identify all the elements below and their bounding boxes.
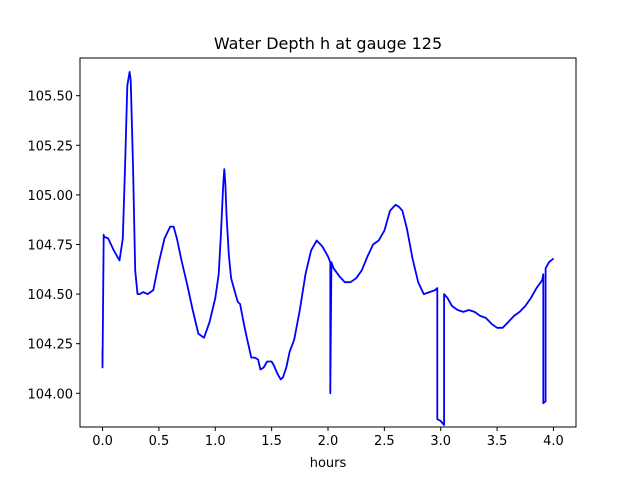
axis-ticks: 0.0 0.5 1.0 1.5 2.0 2.5 3.0 3.5 4.0 104.00 104.25 1… [28,90,564,449]
x-tick-label: 1.5 [261,434,282,449]
series-line [101,71,555,426]
x-tick-label: 4.0 [543,434,564,449]
x-tick-label: 0.5 [149,434,170,449]
x-tick-label: 0.0 [92,434,113,449]
y-tick-label: 105.25 [28,139,74,154]
x-axis-label: hours [310,456,347,471]
y-tick-label: 104.00 [28,387,74,402]
y-tick-label: 105.00 [28,189,74,204]
plot-frame [79,57,577,428]
x-tick-label: 1.0 [205,434,226,449]
x-tick-label: 3.0 [430,434,451,449]
y-tick-label: 104.50 [28,288,74,303]
x-tick-label: 2.5 [374,434,395,449]
y-tick-label: 104.25 [28,338,74,353]
y-tick-label: 105.50 [28,90,74,105]
x-tick-label: 2.0 [318,434,339,449]
chart-title: Water Depth h at gauge 125 [214,34,442,53]
y-tick-label: 104.75 [28,238,74,253]
x-tick-label: 3.5 [487,434,508,449]
